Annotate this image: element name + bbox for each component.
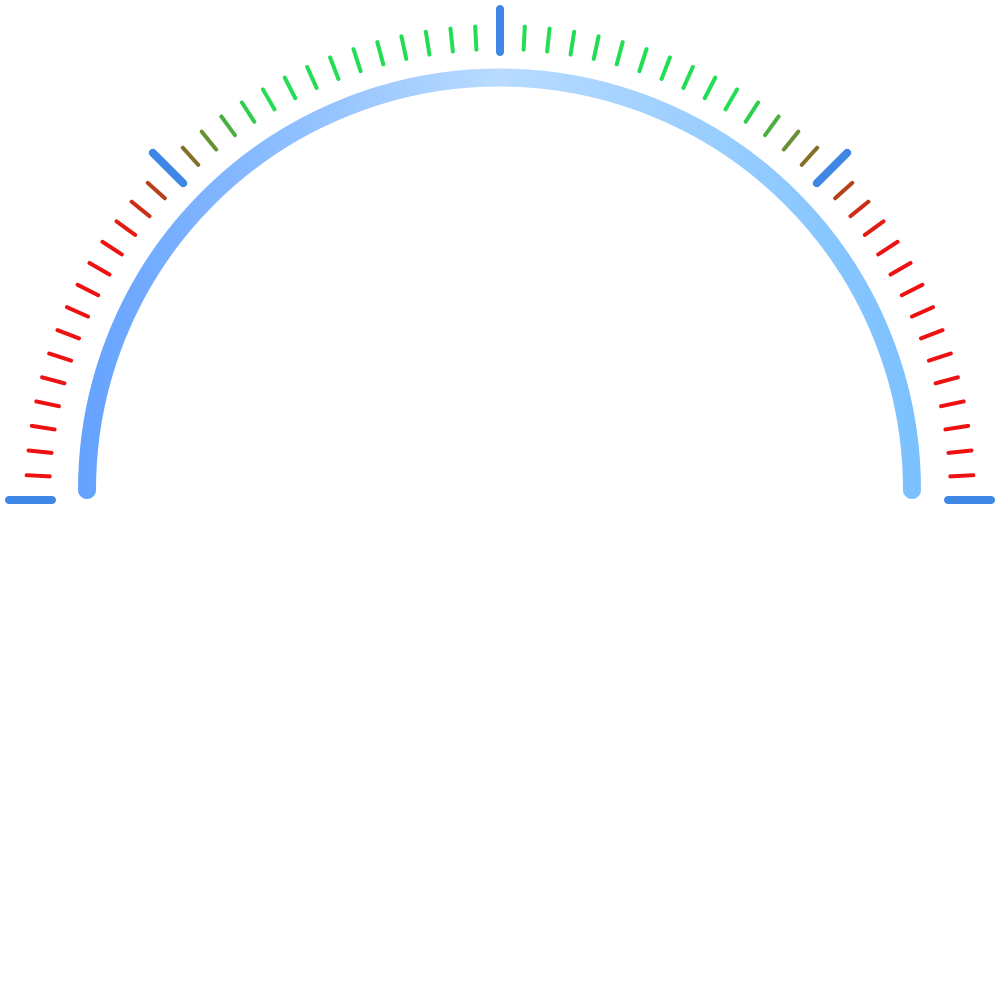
gauge-minor-tick: [899, 282, 925, 298]
gauge-minor-tick: [29, 423, 57, 432]
gauge-minor-tick: [781, 129, 801, 152]
gauge-minor-tick: [423, 29, 432, 57]
gauge-minor-tick: [40, 375, 67, 386]
gauge-minor-tick: [614, 40, 625, 67]
gauge-minor-tick: [763, 114, 781, 138]
gauge-minor-tick: [87, 261, 112, 277]
gauge-minor-tick: [933, 375, 960, 386]
gauge-major-tick: [148, 148, 188, 188]
gauge-major-tick: [812, 148, 852, 188]
gauge-arc: [78, 68, 921, 499]
gauge-minor-tick: [75, 282, 101, 298]
gauge-minor-tick: [24, 473, 52, 479]
gauge-minor-tick: [521, 24, 527, 52]
gauge-minor-tick: [919, 328, 945, 341]
gauge-minor-tick: [399, 34, 409, 61]
gauge-minor-tick: [939, 399, 966, 409]
gauge-minor-tick: [26, 448, 54, 455]
gauge-minor-tick: [473, 24, 479, 52]
gauge-minor-tick: [351, 47, 363, 74]
gauge-minor-tick: [47, 351, 74, 363]
gauge-minor-tick: [64, 305, 90, 319]
gauge-minor-tick: [702, 75, 718, 101]
gauge-minor-tick: [328, 55, 341, 81]
gauge-minor-tick: [375, 40, 386, 67]
gauge-minor-tick: [180, 145, 201, 167]
gauge-minor-tick: [876, 239, 900, 257]
gauge-minor-tick: [888, 261, 913, 277]
gauge-minor-tick: [833, 180, 855, 201]
gauge-minor-tick: [946, 448, 974, 455]
gauge-minor-tick: [723, 87, 739, 112]
gauge-minor-tick: [199, 129, 219, 152]
gauge-ticks: [5, 5, 995, 504]
gauge-minor-tick: [55, 328, 81, 341]
gauge-minor-tick: [34, 399, 61, 409]
gauge-minor-tick: [129, 199, 152, 219]
gauge-minor-tick: [145, 180, 167, 201]
gauge-minor-tick: [659, 55, 672, 81]
gauge-minor-tick: [862, 219, 886, 237]
gauge-minor-tick: [282, 75, 298, 101]
gauge-minor-tick: [261, 87, 277, 112]
gauge-minor-tick: [448, 26, 455, 54]
gauge-minor-tick: [681, 64, 695, 90]
gauge-minor-tick: [943, 423, 971, 432]
gauge-minor-tick: [637, 47, 649, 74]
gauge-minor-tick: [114, 219, 138, 237]
gauge-minor-tick: [239, 100, 257, 124]
gauge-minor-tick: [591, 34, 601, 61]
gauge-minor-tick: [100, 239, 124, 257]
gauge-minor-tick: [926, 351, 953, 363]
gauge-minor-tick: [305, 64, 319, 90]
gauge-minor-tick: [545, 26, 552, 54]
gauge-minor-tick: [568, 29, 577, 57]
gauge-minor-tick: [219, 114, 237, 138]
gauge-minor-tick: [910, 305, 936, 319]
gauge-minor-tick: [799, 145, 820, 167]
gauge-minor-tick: [743, 100, 761, 124]
gauge-minor-tick: [948, 473, 976, 479]
gauge-minor-tick: [848, 199, 871, 219]
